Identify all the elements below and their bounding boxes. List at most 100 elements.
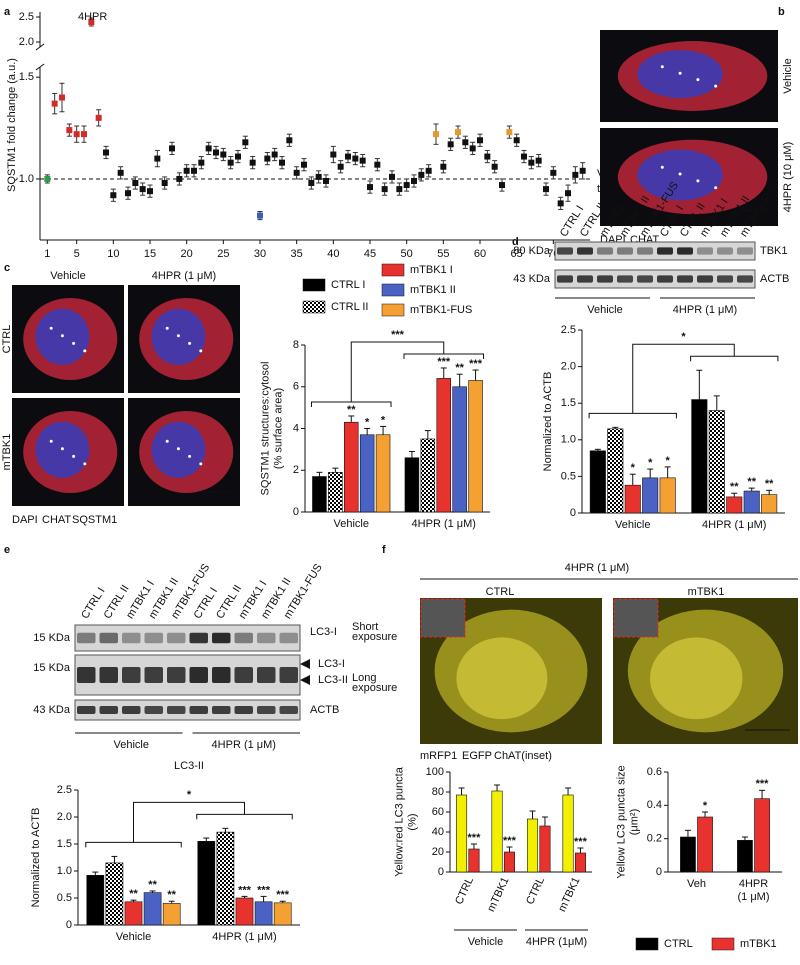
band: [167, 667, 186, 683]
significance: *: [703, 800, 708, 812]
exposure-label: exposure: [352, 631, 397, 643]
group-label: 4HPR (1 μM): [212, 739, 276, 751]
bar: [624, 484, 641, 514]
band: [77, 706, 96, 714]
y-tick-label: 2.5: [561, 324, 576, 336]
point: [337, 163, 344, 170]
y-axis-label: (μm²): [628, 809, 640, 836]
band: [189, 706, 208, 714]
point: [183, 167, 190, 174]
band: [122, 632, 141, 644]
band-label: LC3-I: [310, 626, 337, 638]
point: [227, 159, 234, 166]
bar: [527, 818, 539, 873]
bar: [86, 875, 105, 926]
puncta: [714, 84, 718, 88]
bar: [726, 496, 743, 514]
legend-swatch: [381, 263, 405, 277]
group-label: Vehicle: [468, 936, 503, 948]
point: [315, 173, 322, 180]
puncta: [696, 78, 700, 82]
significance: ***: [469, 358, 483, 370]
row-label: mTBK1: [1, 434, 13, 471]
y-tick-label: 80: [432, 786, 444, 798]
bar: [539, 825, 551, 873]
band-label: ACTB: [310, 704, 339, 716]
y-tick-label: 0: [656, 866, 662, 878]
bracket: [588, 412, 677, 419]
bar: [404, 457, 420, 513]
x-tick-label: 15: [144, 248, 156, 260]
point: [557, 200, 564, 207]
y-tick-label: 0: [66, 919, 72, 931]
point: [213, 149, 219, 156]
lane-label: mTBK1-FUS: [282, 562, 325, 621]
point: [286, 137, 293, 144]
bar: [197, 840, 216, 926]
y-axis-label: (%): [406, 813, 418, 830]
treatment-label: 4HPR (1 μM): [565, 562, 629, 574]
band: [279, 667, 298, 683]
bar: [743, 490, 760, 514]
point: [440, 163, 447, 170]
y-tick-label: 1.0: [57, 865, 72, 877]
significance: **: [747, 476, 756, 488]
column-label: 4HPR (1 μM): [152, 270, 216, 282]
x-tick-label: mTBK1: [556, 875, 582, 913]
band: [279, 706, 298, 714]
y-tick-label: 2: [293, 464, 299, 476]
bar: [436, 378, 452, 513]
panel-letter: f: [382, 544, 386, 556]
puncta: [165, 326, 169, 330]
point: [352, 155, 359, 162]
x-tick-label: (1 μM): [737, 891, 769, 903]
bar: [691, 399, 708, 514]
band: [737, 275, 753, 283]
band: [637, 275, 653, 283]
significance: **: [455, 362, 464, 374]
puncta: [199, 349, 203, 353]
significance: ***: [468, 832, 482, 844]
significance: *: [648, 457, 653, 469]
significance: *: [381, 414, 386, 426]
point: [264, 155, 271, 162]
point: [565, 190, 571, 197]
row-label: 4HPR (10 μM): [782, 142, 794, 213]
band: [697, 247, 713, 255]
point: [279, 159, 285, 166]
point: [521, 153, 527, 160]
puncta: [176, 447, 180, 451]
axis-break: [35, 43, 45, 51]
significance: ***: [756, 778, 770, 790]
x-tick-label: Vehicle: [615, 519, 650, 531]
legend-label: mTBK1 I: [410, 264, 453, 276]
significance: **: [730, 481, 739, 493]
bar: [328, 472, 343, 513]
x-tick-label: 20: [181, 248, 193, 260]
annotation: 4HPR: [78, 11, 107, 23]
bar: [761, 494, 778, 514]
x-tick-label: 4HPR (1 μM): [702, 519, 766, 531]
point: [455, 129, 461, 136]
bar: [235, 897, 254, 926]
stain-label: EGFP: [462, 750, 492, 762]
band: [577, 275, 593, 283]
puncta: [660, 65, 664, 69]
bracket: [85, 841, 182, 848]
bar: [216, 831, 235, 926]
puncta: [60, 334, 64, 338]
bar: [162, 903, 181, 926]
bracket: [350, 341, 445, 402]
column-label: Vehicle: [50, 270, 85, 282]
band: [189, 667, 208, 683]
puncta: [72, 341, 76, 345]
x-tick-label: 25: [217, 248, 229, 260]
column-label: mTBK1: [688, 586, 725, 598]
point: [433, 131, 439, 138]
band: [234, 667, 253, 683]
marker-label: 15 KDa: [33, 632, 71, 644]
y-axis-label: Normalized to ACTB: [30, 808, 42, 908]
puncta: [83, 462, 87, 466]
puncta: [678, 172, 682, 176]
puncta: [188, 454, 192, 458]
